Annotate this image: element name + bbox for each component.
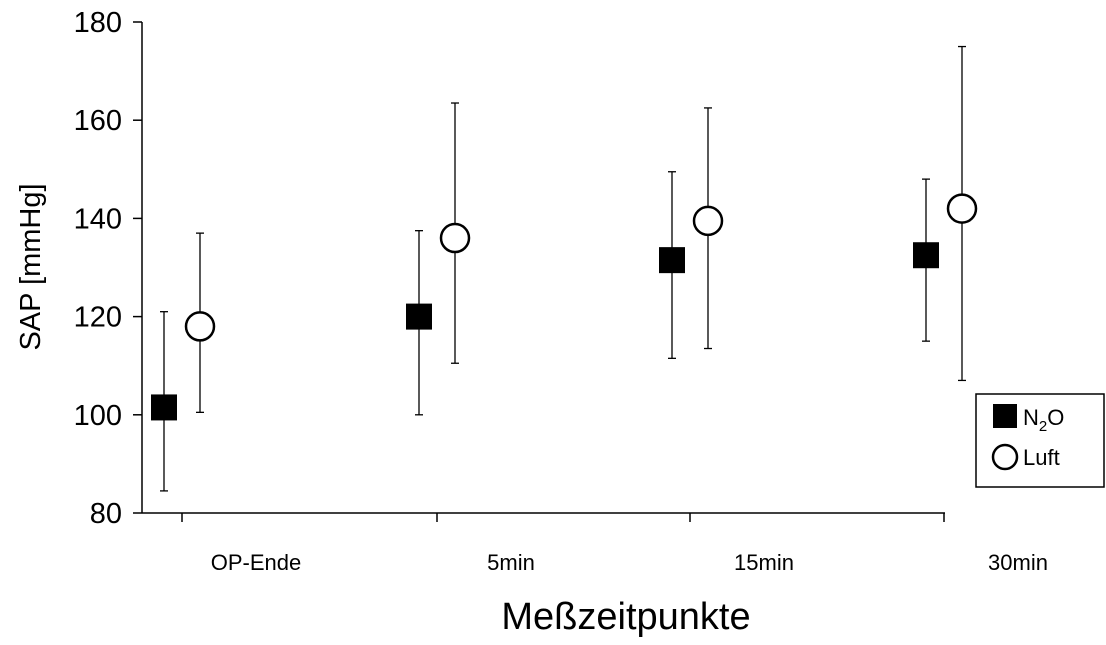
data-point-n2o: [659, 247, 685, 274]
x-category-label: 5min: [487, 550, 535, 575]
y-tick-label: 80: [90, 498, 122, 530]
y-tick-label: 140: [74, 203, 122, 235]
legend: N2O Luft: [975, 393, 1105, 488]
data-point-n2o: [913, 242, 939, 269]
axes: [133, 21, 945, 522]
x-category-label: 15min: [734, 550, 794, 575]
legend-label-n2o-main: N: [1023, 405, 1039, 430]
x-axis-title: Meßzeitpunkte: [501, 596, 750, 638]
data-point-luft: [184, 311, 216, 342]
legend-label-luft: Luft: [1023, 445, 1060, 470]
y-tick-label: 120: [74, 302, 122, 334]
data-point-luft: [692, 205, 724, 237]
data-point-n2o: [151, 394, 177, 421]
x-category-label: OP-Ende: [211, 550, 302, 575]
error-bars: [160, 45, 966, 492]
x-category-labels: OP-Ende 5min 15min 30min: [211, 550, 1048, 575]
y-tick-label: 160: [74, 105, 122, 137]
y-tick-label: 180: [74, 7, 122, 39]
data-markers: [151, 193, 978, 421]
legend-marker-luft: [991, 443, 1019, 471]
y-axis-title: SAP [mmHg]: [15, 183, 47, 350]
data-point-luft: [946, 193, 978, 224]
legend-label-n2o-tail: O: [1047, 405, 1064, 430]
x-category-label: 30min: [988, 550, 1048, 575]
legend-label-n2o-sub: 2: [1039, 418, 1047, 435]
data-point-n2o: [406, 303, 432, 330]
data-point-luft: [439, 222, 471, 254]
y-tick-labels: 80 100 120 140 160 180: [74, 7, 122, 530]
y-tick-label: 100: [74, 400, 122, 432]
legend-marker-n2o: [993, 404, 1017, 428]
legend-label-n2o: N2O: [1023, 405, 1064, 435]
